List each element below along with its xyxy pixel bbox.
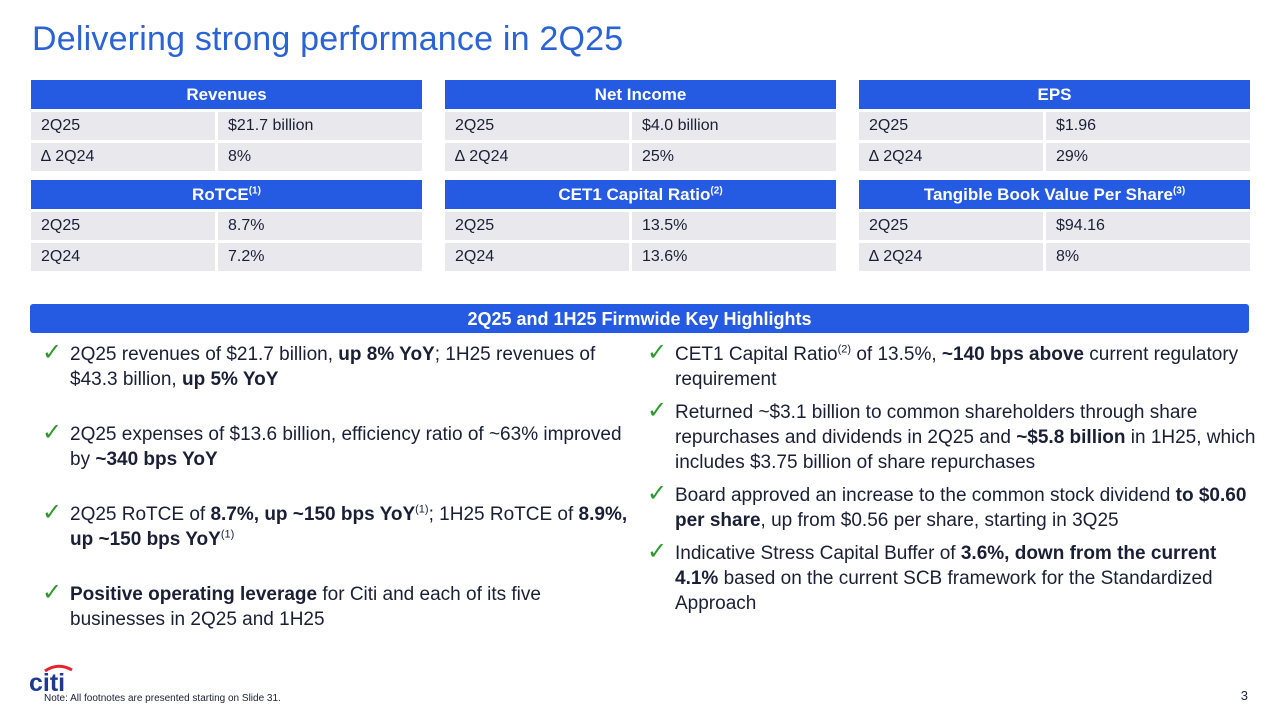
highlight-text: Indicative Stress Capital Buffer of 3.6%… (675, 543, 1217, 614)
rotce-table: RoTCE(1) 2Q25 8.7% 2Q24 7.2% (31, 180, 422, 274)
checkmark-icon: ✓ (647, 537, 668, 565)
table-row: 2Q25 $1.96 (859, 112, 1250, 143)
checkmark-icon: ✓ (42, 338, 63, 366)
highlights-right-column: ✓ CET1 Capital Ratio(2) of 13.5%, ~140 bp… (647, 338, 1257, 624)
highlight-text: Returned ~$3.1 billion to common shareho… (675, 402, 1256, 473)
highlight-bullet: ✓ Positive operating leverage for Citi an… (42, 578, 632, 632)
checkmark-icon: ✓ (42, 418, 63, 446)
highlight-text: 2Q25 revenues of $21.7 billion, up 8% Yo… (70, 344, 596, 390)
cet1-table: CET1 Capital Ratio(2) 2Q25 13.5% 2Q24 13.6… (445, 180, 836, 274)
table-row: 2Q25 $21.7 billion (31, 112, 422, 143)
highlight-bullet: ✓ CET1 Capital Ratio(2) of 13.5%, ~140 bp… (647, 338, 1257, 392)
checkmark-icon: ✓ (647, 396, 668, 424)
table-row: ∆ 2Q24 8% (31, 143, 422, 174)
table-header: Revenues (31, 80, 422, 112)
net-income-table: Net Income 2Q25 $4.0 billion ∆ 2Q24 25% (445, 80, 836, 174)
svg-text:citi: citi (29, 669, 65, 694)
table-row: 2Q25 $4.0 billion (445, 112, 836, 143)
highlight-bullet: ✓ 2Q25 revenues of $21.7 billion, up 8% Y… (42, 338, 632, 392)
footnote: Note: All footnotes are presented starti… (44, 693, 281, 704)
highlight-bullet: ✓ 2Q25 RoTCE of 8.7%, up ~150 bps YoY(1);… (42, 498, 632, 552)
highlights-header: 2Q25 and 1H25 Firmwide Key Highlights (30, 304, 1249, 333)
tbvps-table: Tangible Book Value Per Share(3) 2Q25 $94… (859, 180, 1250, 274)
highlights-left-column: ✓ 2Q25 revenues of $21.7 billion, up 8% Y… (42, 338, 632, 662)
highlight-text: Positive operating leverage for Citi and… (70, 584, 541, 630)
checkmark-icon: ✓ (647, 338, 668, 366)
table-header: EPS (859, 80, 1250, 112)
page-number: 3 (1240, 688, 1248, 703)
checkmark-icon: ✓ (42, 578, 63, 606)
table-row: 2Q25 13.5% (445, 212, 836, 243)
table-row: ∆ 2Q24 8% (859, 243, 1250, 274)
checkmark-icon: ✓ (647, 479, 668, 507)
table-row: 2Q24 7.2% (31, 243, 422, 274)
revenues-table: Revenues 2Q25 $21.7 billion ∆ 2Q24 8% (31, 80, 422, 174)
table-header: Net Income (445, 80, 836, 112)
table-header: Tangible Book Value Per Share(3) (859, 180, 1250, 212)
eps-table: EPS 2Q25 $1.96 ∆ 2Q24 29% (859, 80, 1250, 174)
table-header: RoTCE(1) (31, 180, 422, 212)
highlight-bullet: ✓ Board approved an increase to the commo… (647, 479, 1257, 533)
table-row: 2Q25 $94.16 (859, 212, 1250, 243)
checkmark-icon: ✓ (42, 498, 63, 526)
table-row: ∆ 2Q24 29% (859, 143, 1250, 174)
table-row: ∆ 2Q24 25% (445, 143, 836, 174)
highlight-text: 2Q25 expenses of $13.6 billion, efficien… (70, 424, 622, 470)
highlight-bullet: ✓ 2Q25 expenses of $13.6 billion, efficie… (42, 418, 632, 472)
citi-logo: citi (29, 664, 73, 694)
table-row: 2Q25 8.7% (31, 212, 422, 243)
highlight-text: 2Q25 RoTCE of 8.7%, up ~150 bps YoY(1); … (70, 503, 628, 550)
table-row: 2Q24 13.6% (445, 243, 836, 274)
table-header: CET1 Capital Ratio(2) (445, 180, 836, 212)
page-title: Delivering strong performance in 2Q25 (32, 20, 624, 58)
highlight-text: CET1 Capital Ratio(2) of 13.5%, ~140 bps… (675, 343, 1239, 390)
highlight-bullet: ✓ Returned ~$3.1 billion to common shareh… (647, 396, 1257, 475)
highlight-bullet: ✓ Indicative Stress Capital Buffer of 3.6… (647, 537, 1257, 616)
highlight-text: Board approved an increase to the common… (675, 485, 1247, 531)
